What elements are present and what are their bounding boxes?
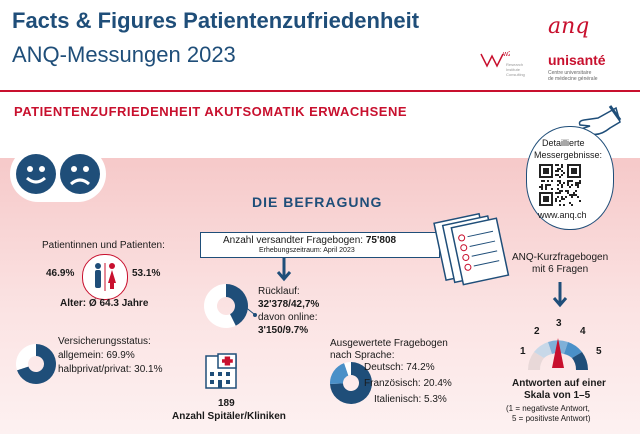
- age-average: Alter: Ø 64.3 Jahre: [60, 298, 149, 309]
- survey-period: Erhebungszeitraum: April 2023: [259, 247, 355, 254]
- section-title: PATIENTENZUFRIEDENHEIT AKUTSOMATIK ERWAC…: [14, 104, 408, 119]
- gender-icon: [82, 254, 128, 300]
- scale-number-3: 3: [556, 318, 562, 329]
- language-donut-slice-2: [344, 362, 351, 376]
- language-french: Französisch: 20.4%: [364, 378, 452, 389]
- short-form-line1: ANQ-Kurzfragebogen: [512, 252, 609, 263]
- female-percent: 53.1%: [132, 268, 161, 279]
- language-donut-slice-0: [330, 362, 372, 404]
- hospital-icon: [205, 353, 237, 389]
- details-line1: Detaillierte: [542, 138, 585, 148]
- return-label: Rücklauf:: [258, 286, 300, 297]
- header-divider: [0, 90, 640, 92]
- insurance-donut: [16, 344, 56, 384]
- sent-questionnaires-box: Anzahl versandter Fragebogen: 75'808 Erh…: [200, 232, 440, 258]
- language-title-1: Ausgewertete Fragebogen: [330, 338, 448, 349]
- return-value: 32'378/42,7%: [258, 299, 320, 310]
- scale-number-2: 2: [534, 326, 540, 337]
- patients-label: Patientinnen und Patienten:: [42, 240, 165, 251]
- language-title-2: nach Sprache:: [330, 350, 395, 361]
- sad-face-icon: [60, 154, 100, 194]
- insurance-general: allgemein: 69.9%: [58, 350, 135, 361]
- page-title: Facts & Figures Patientenzufriedenheit: [12, 8, 420, 33]
- online-label: davon online:: [258, 312, 318, 323]
- sent-value: 75'808: [365, 235, 397, 246]
- insurance-donut-slice-1: [16, 344, 36, 371]
- befragung-title: DIE BEFRAGUNG: [252, 194, 383, 210]
- male-percent: 46.9%: [46, 268, 75, 279]
- sent-label: Anzahl versandter Fragebogen: 75'808: [223, 235, 396, 246]
- return-donut-slice-1: [204, 284, 236, 328]
- scale-line1: Antworten auf einer: [512, 378, 606, 389]
- w2-logo-mark: w2: [480, 51, 512, 68]
- language-german: Deutsch: 74.2%: [364, 362, 435, 373]
- scale-note2: 5 = positivste Antwort): [512, 414, 591, 423]
- language-donut-slice-1: [330, 363, 349, 384]
- insurance-donut-slice-0: [17, 344, 56, 384]
- unisante-logo: unisanté: [548, 52, 606, 68]
- w2-tagline: Research Institute Consulting: [506, 62, 525, 77]
- unisante-tagline: Centre universitaire de médecine général…: [548, 70, 598, 82]
- details-line2: Messergebnisse:: [534, 150, 603, 160]
- scale-number-1: 1: [520, 346, 526, 357]
- anq-url-link[interactable]: www.anq.ch: [538, 210, 587, 220]
- w2-logo: w2 Research Institute Consulting: [480, 48, 538, 86]
- happy-face-icon: [16, 154, 56, 194]
- language-italian: Italienisch: 5.3%: [374, 394, 447, 405]
- arrow-down-icon-2: [552, 282, 568, 308]
- scale-number-5: 5: [596, 346, 602, 357]
- qr-code[interactable]: [539, 164, 581, 206]
- faces-badge: [10, 146, 106, 202]
- pointer-line-icon: [244, 306, 257, 317]
- scale-note1: (1 = negativste Antwort,: [506, 404, 590, 413]
- page-subtitle: ANQ-Messungen 2023: [12, 42, 236, 67]
- arrow-down-icon: [276, 258, 292, 282]
- language-donut: [330, 362, 372, 404]
- scale-gauge-icon: [528, 338, 588, 370]
- anq-logo: anq: [548, 14, 590, 39]
- insurance-label: Versicherungsstatus:: [58, 336, 151, 347]
- scale-line2: Skala von 1–5: [524, 390, 591, 401]
- online-value: 3'150/9.7%: [258, 325, 309, 336]
- insurance-private: halbprivat/privat: 30.1%: [58, 364, 163, 375]
- return-donut: [204, 284, 248, 328]
- questionnaire-stack-icon: [433, 212, 510, 286]
- hospital-count: 189: [218, 398, 235, 409]
- sent-label-text: Anzahl versandter Fragebogen:: [223, 235, 364, 246]
- return-donut-slice-0: [226, 284, 248, 326]
- short-form-line2: mit 6 Fragen: [532, 264, 589, 275]
- hospital-label: Anzahl Spitäler/Kliniken: [172, 411, 286, 422]
- w2-logo-text: w2: [502, 51, 510, 58]
- scale-number-4: 4: [580, 326, 586, 337]
